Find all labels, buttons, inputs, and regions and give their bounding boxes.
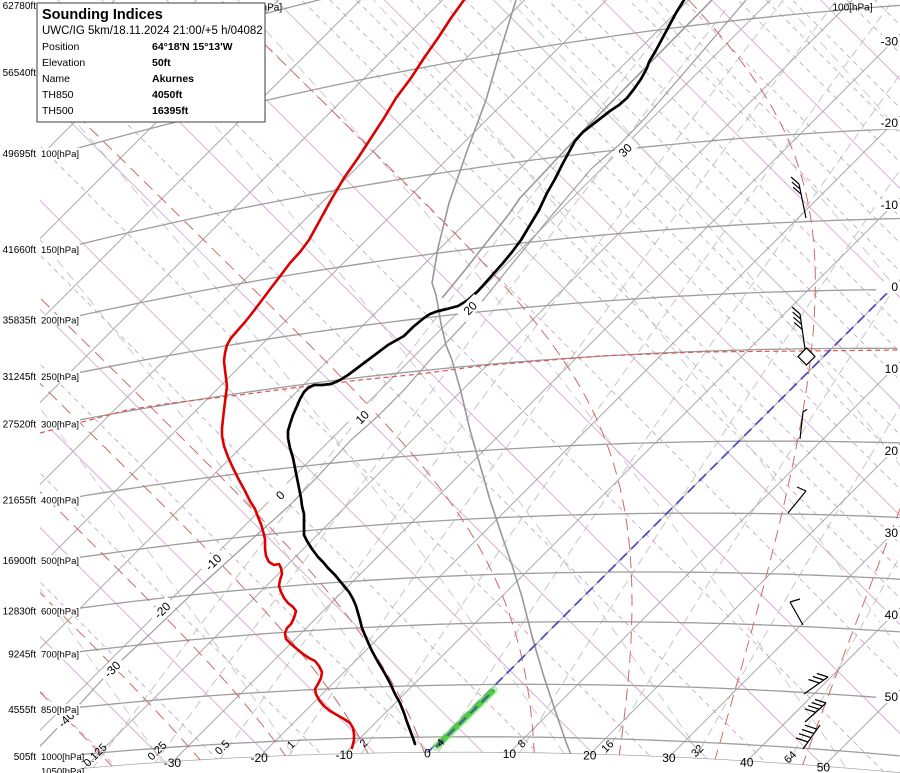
svg-text:56540ft: 56540ft [3,68,37,79]
svg-text:16900ft: 16900ft [3,556,37,567]
svg-text:300[hPa]: 300[hPa] [41,419,79,430]
svg-text:41660ft: 41660ft [3,245,37,256]
svg-text:12830ft: 12830ft [3,606,37,617]
svg-text:-30: -30 [881,34,899,48]
svg-text:10: 10 [885,362,899,376]
svg-text:Position: Position [42,41,80,53]
svg-text:16395ft: 16395ft [152,105,189,117]
svg-text:40: 40 [885,608,899,622]
svg-text:40: 40 [740,755,754,769]
svg-text:-20: -20 [881,116,899,130]
svg-text:4050ft: 4050ft [152,89,183,101]
svg-text:-10: -10 [881,198,899,212]
svg-text:250[hPa]: 250[hPa] [41,372,79,383]
svg-text:100[hPa]: 100[hPa] [832,3,872,14]
svg-text:UWC/IG 5km/18.11.2024 21:00/+5: UWC/IG 5km/18.11.2024 21:00/+5 h/04082 [42,25,263,37]
svg-text:30: 30 [885,526,899,540]
svg-text:-10: -10 [336,748,354,762]
svg-text:200[hPa]: 200[hPa] [41,316,79,327]
svg-text:700[hPa]: 700[hPa] [41,650,79,661]
svg-text:1050[hPa]: 1050[hPa] [41,766,84,773]
svg-text:600[hPa]: 600[hPa] [41,606,79,617]
svg-text:62780ft: 62780ft [3,1,37,12]
svg-text:50ft: 50ft [152,57,171,69]
svg-text:TH500: TH500 [42,105,74,117]
svg-text:Elevation: Elevation [42,57,85,69]
svg-text:64°18'N 15°13'W: 64°18'N 15°13'W [152,41,233,53]
svg-text:1000[hPa]: 1000[hPa] [41,752,84,763]
svg-text:TH850: TH850 [42,89,74,101]
svg-text:30: 30 [662,751,676,765]
svg-text:850[hPa]: 850[hPa] [41,705,79,716]
svg-text:20: 20 [583,748,597,762]
svg-text:Name: Name [42,73,70,85]
svg-text:400[hPa]: 400[hPa] [41,495,79,506]
svg-text:20: 20 [885,444,899,458]
svg-text:31245ft: 31245ft [3,372,37,383]
svg-text:500[hPa]: 500[hPa] [41,556,79,567]
svg-text:100[hPa]: 100[hPa] [41,149,79,160]
svg-text:Akurnes: Akurnes [152,73,194,85]
svg-text:4555ft: 4555ft [8,705,36,716]
svg-text:27520ft: 27520ft [3,419,37,430]
svg-text:0: 0 [424,747,431,761]
svg-text:50: 50 [885,690,899,704]
svg-text:-20: -20 [251,751,269,765]
svg-text:10: 10 [503,747,517,761]
svg-text:-30: -30 [164,756,182,770]
svg-text:21655ft: 21655ft [3,495,37,506]
svg-text:Sounding Indices: Sounding Indices [42,7,163,23]
svg-text:35835ft: 35835ft [3,316,37,327]
svg-text:9245ft: 9245ft [8,650,36,661]
svg-text:0: 0 [891,280,898,294]
svg-text:50: 50 [817,761,831,773]
svg-text:49695ft: 49695ft [3,149,37,160]
svg-text:150[hPa]: 150[hPa] [41,245,79,256]
svg-text:505ft: 505ft [14,752,36,763]
